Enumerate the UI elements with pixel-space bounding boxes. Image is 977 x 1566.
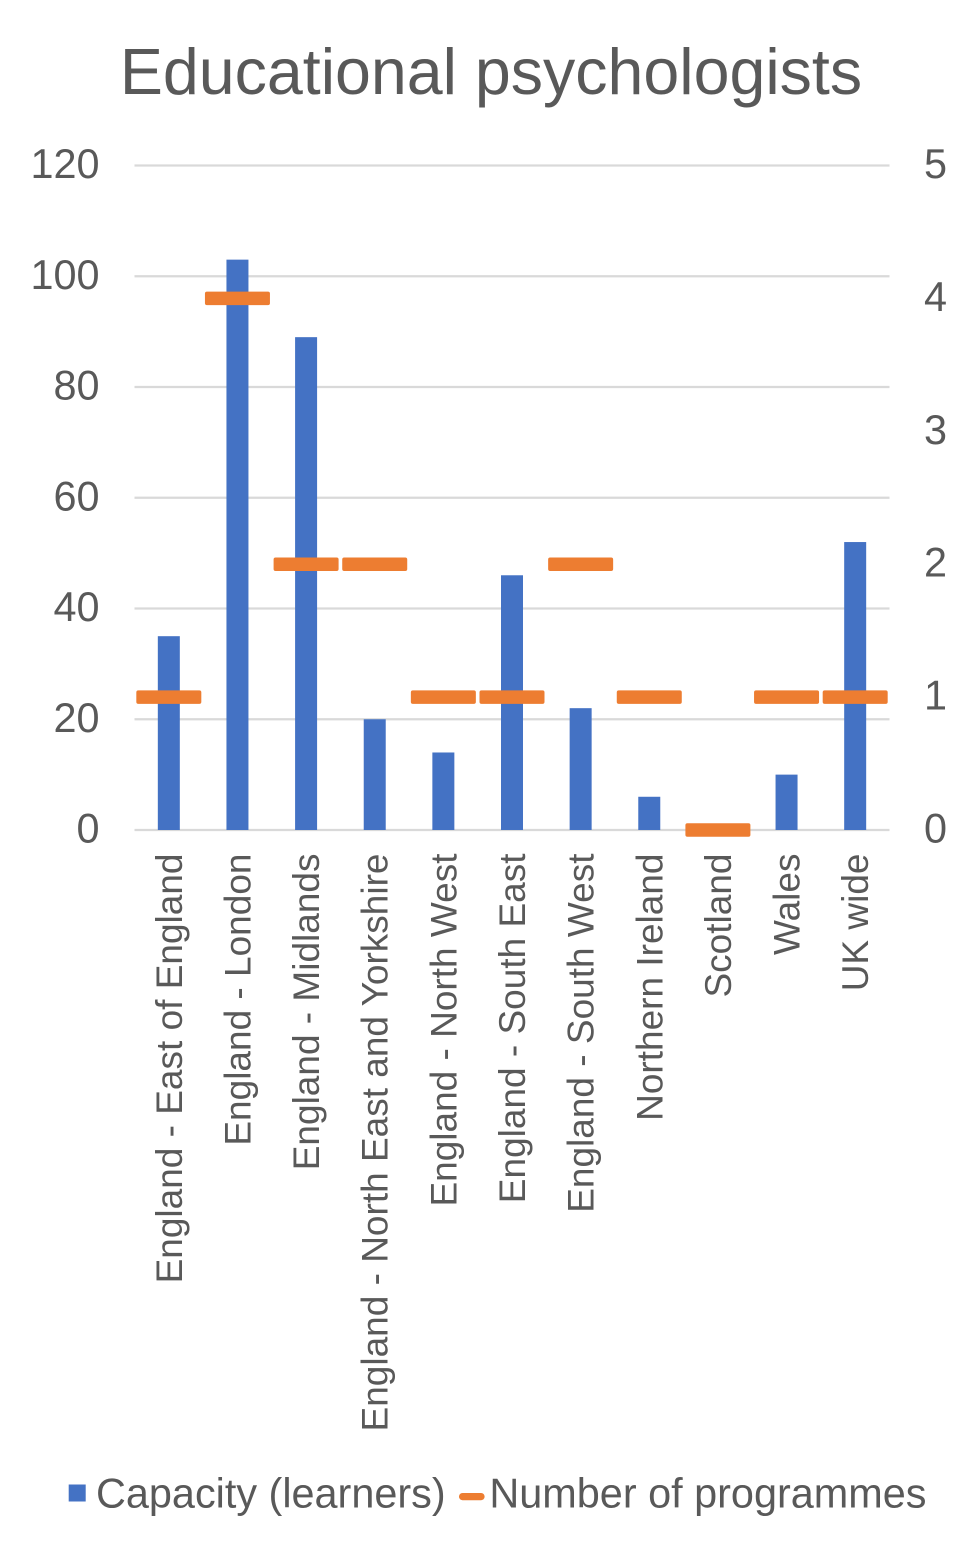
svg-text:England - North East and Yorks: England - North East and Yorkshire	[355, 854, 396, 1432]
svg-text:0: 0	[76, 806, 99, 852]
svg-text:3: 3	[924, 407, 947, 453]
svg-text:UK wide: UK wide	[835, 854, 876, 992]
svg-text:40: 40	[53, 584, 99, 630]
svg-text:England - Midlands: England - Midlands	[286, 854, 327, 1171]
svg-text:0: 0	[924, 806, 947, 852]
svg-text:80: 80	[53, 363, 99, 409]
svg-text:England - South East: England - South East	[492, 853, 533, 1203]
svg-text:4: 4	[924, 274, 947, 320]
svg-text:England - East of England: England - East of England	[149, 854, 190, 1284]
svg-text:Scotland: Scotland	[698, 854, 739, 998]
svg-text:England - London: England - London	[217, 854, 258, 1146]
svg-text:England - North West: England - North West	[423, 853, 464, 1207]
svg-text:England - South West: England - South West	[561, 853, 602, 1213]
svg-text:1: 1	[924, 673, 947, 719]
svg-text:Northern Ireland: Northern Ireland	[629, 854, 670, 1121]
svg-text:Wales: Wales	[767, 854, 808, 955]
svg-text:60: 60	[53, 473, 99, 519]
svg-text:2: 2	[924, 540, 947, 586]
svg-text:Capacity (learners): Capacity (learners)	[96, 1471, 446, 1517]
svg-text:120: 120	[30, 141, 99, 187]
svg-text:100: 100	[30, 252, 99, 298]
svg-text:5: 5	[924, 141, 947, 187]
svg-text:Number of programmes: Number of programmes	[489, 1471, 926, 1517]
svg-text:20: 20	[53, 695, 99, 741]
svg-text:Educational psychologists: Educational psychologists	[120, 36, 862, 108]
